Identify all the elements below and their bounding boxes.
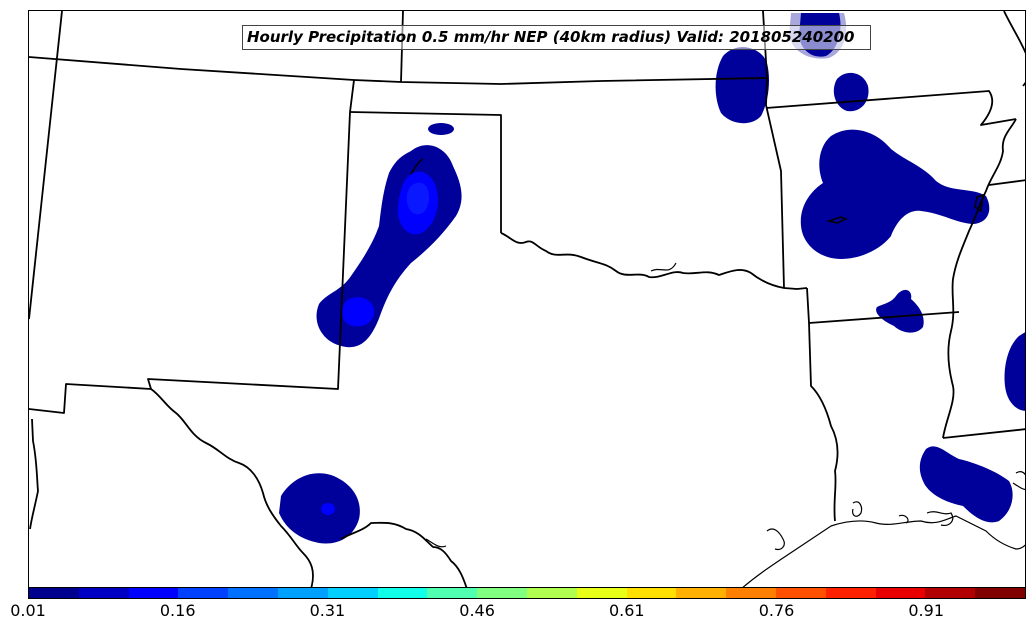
boundary-mexico-west [29, 418, 39, 530]
boundary-utah-east [29, 11, 63, 320]
boundary-oklahoma-arkansas [765, 77, 785, 289]
colorbar-tick-label: 0.61 [608, 601, 645, 620]
boundary-nm-west [29, 79, 355, 414]
colorbar-cell [925, 588, 976, 598]
colorbar-tick-label: 0.76 [758, 601, 795, 620]
lake-outlines [410, 158, 984, 224]
boundary-mississippi-river [942, 118, 1017, 439]
lake-nm [410, 158, 424, 175]
colorbar-cell [676, 588, 727, 598]
coastline-gulf [742, 515, 1025, 587]
boundary-red-river [500, 232, 808, 290]
colorbar-cell [825, 588, 876, 598]
boundary-tennessee-ne [1003, 11, 1025, 54]
colorbar-cell [975, 588, 1025, 598]
precip-area-west-texas [279, 473, 360, 544]
precip-core-nm-inner [406, 182, 429, 215]
boundary-arkansas-tennessee [988, 179, 1025, 186]
boundary-colorado-south [29, 56, 768, 85]
boundary-arkansas-louisiana [808, 311, 960, 324]
colorbar [28, 587, 1026, 599]
coastline [425, 262, 1025, 587]
map-title: Hourly Precipitation 0.5 mm/hr NEP (40km… [242, 25, 871, 50]
boundary-panhandle [349, 111, 502, 233]
colorbar-cell [775, 588, 826, 598]
precip-area-oklahoma [715, 47, 769, 124]
coastline-inlet-7 [650, 262, 677, 272]
map-canvas [29, 11, 1025, 587]
colorbar-tick-label: 0.46 [459, 601, 495, 620]
coastline-inlet-1 [766, 528, 785, 551]
boundary-missouri-arkansas [765, 90, 1017, 126]
colorbar-cell [29, 588, 79, 598]
precip-area-missouri-small [833, 72, 869, 112]
precip-area-arkansas [800, 129, 990, 259]
colorbar-tick-label: 0.16 [159, 601, 196, 620]
lake-arkansas [826, 216, 848, 224]
precip-core-west-texas [321, 503, 335, 515]
state-boundaries [29, 11, 1025, 587]
colorbar-cell [277, 588, 328, 598]
colorbar-cell [377, 588, 428, 598]
boundary-texas-louisiana [806, 287, 839, 522]
boundary-missouri-iowa [1022, 82, 1025, 87]
boundary-texas-west [150, 388, 314, 587]
colorbar-cell [78, 588, 129, 598]
colorbar-cell [427, 588, 478, 598]
colorbar-cell [178, 588, 229, 598]
boundary-rio-grande-east [340, 521, 468, 587]
coastline-inlet-5 [425, 538, 447, 548]
colorbar-cell [327, 588, 378, 598]
colorbar-tick-label: 0.91 [908, 601, 944, 620]
coastline-inlet-6 [926, 511, 954, 526]
colorbar-tick-label: 0.31 [309, 601, 346, 620]
colorbar-tick-label: 0.01 [10, 601, 46, 620]
coastline-inlet-3 [898, 514, 909, 524]
colorbar-cell [526, 588, 577, 598]
precip-core-panhandle [341, 297, 375, 327]
colorbar-cell [726, 588, 776, 598]
lake-mississippi [974, 193, 984, 213]
colorbar-cell [228, 588, 278, 598]
colorbar-cell [626, 588, 677, 598]
colorbar-cell [128, 588, 179, 598]
colorbar-cell [477, 588, 527, 598]
precip-area-louisiana-north [876, 289, 924, 333]
map-panel: Hourly Precipitation 0.5 mm/hr NEP (40km… [28, 10, 1026, 588]
colorbar-cell [875, 588, 926, 598]
colorbar-cell [576, 588, 627, 598]
precip-area-nm-texas-panhandle [316, 145, 462, 348]
precip-small-nm [428, 123, 454, 135]
coastline-inlet-2 [852, 501, 863, 517]
boundary-louisiana-mississippi [942, 428, 1025, 439]
precip-area-mississippi [1004, 332, 1025, 411]
precip-area-louisiana-south [919, 446, 1013, 523]
coastline-inlet-4 [1012, 471, 1025, 491]
precipitation-areas [279, 13, 1025, 544]
